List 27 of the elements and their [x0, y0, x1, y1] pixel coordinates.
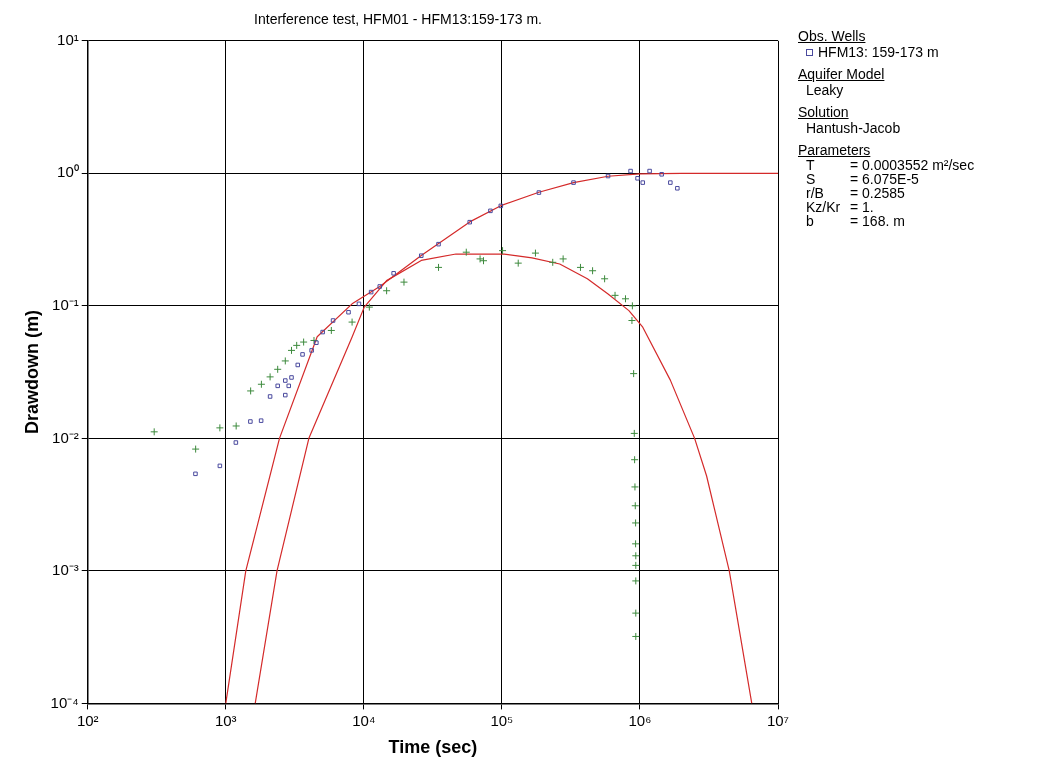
text: b = 168. m	[806, 213, 905, 229]
y-tick-label: 10⁰	[57, 163, 79, 181]
x-tick-label: 10⁵	[490, 711, 514, 729]
text: Aquifer Model	[798, 66, 886, 82]
text: r/B = 0.2585	[806, 185, 905, 201]
y-axis-title: Drawdown (m)	[21, 310, 42, 435]
text: Kz/Kr = 1.	[806, 199, 874, 215]
text: T = 0.0003552 m²/sec	[806, 157, 975, 173]
x-tick-label: 10³	[214, 711, 237, 729]
legend-label: HFM13: 159-173 m	[818, 44, 939, 60]
text: Solution	[798, 104, 850, 120]
y-tick-label: 10⁻²	[52, 428, 79, 446]
x-tick-label: 10²	[76, 711, 99, 729]
y-tick-label: 10⁻⁴	[50, 693, 79, 711]
x-axis-title: Time (sec)	[388, 737, 478, 758]
legend-title: Obs. Wells	[798, 28, 867, 44]
x-tick-label: 10⁴	[352, 711, 376, 729]
text: S = 6.075E-5	[806, 171, 919, 187]
x-tick-label: 10⁷	[766, 711, 790, 729]
y-tick-label: 10⁻³	[52, 561, 79, 579]
chart-title: Interference test, HFM01 - HFM13:159-173 m.	[254, 11, 542, 28]
text: Hantush-Jacob	[805, 120, 902, 136]
text: Parameters	[798, 142, 872, 158]
y-tick-label: 10⁻¹	[52, 295, 79, 313]
y-tick-label: 10¹	[57, 30, 79, 48]
x-tick-label: 10⁶	[628, 711, 652, 729]
text: Leaky	[805, 82, 845, 98]
